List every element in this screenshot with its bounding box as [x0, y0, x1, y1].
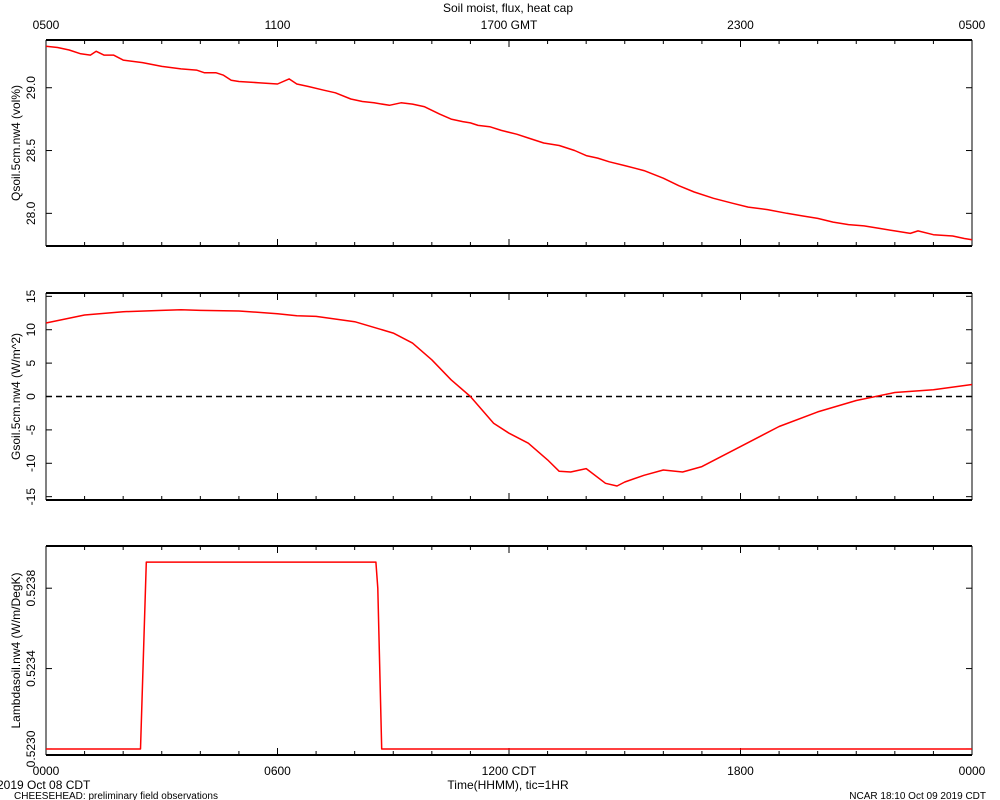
- bottom-tick-label: 0000: [959, 764, 986, 778]
- y-axis-label: Qsoil.5cm.nw4 (vol%): [9, 85, 23, 201]
- series-line: [46, 561, 972, 750]
- bottom-tick-label: 0600: [264, 764, 291, 778]
- top-axis-tick-labels: 0500 1100 1700 GMT 2300 0500: [33, 18, 986, 32]
- y-tick-label: 5: [24, 359, 38, 366]
- top-tick-label: 0500: [959, 18, 986, 32]
- bottom-tick-label: 1800: [727, 764, 754, 778]
- y-tick-label: -10: [24, 454, 38, 472]
- x-axis-label: Time(HHMM), tic=1HR: [447, 778, 569, 792]
- y-tick-label: 28.5: [24, 139, 38, 163]
- y-tick-label: 28.0: [24, 201, 38, 225]
- y-axis-label: Gsoil.5cm.nw4 (W/m^2): [9, 333, 23, 460]
- bottom-tick-label: 1200 CDT: [482, 764, 537, 778]
- y-axis-label: Lambdasoil.nw4 (W/m/DegK): [9, 572, 23, 728]
- y-tick-label: 0.5238: [24, 570, 38, 607]
- chart-panel-2: -15 -10 -5 0 5 10 15 Gsoil.5cm.nw4 (W/m^2): [9, 289, 973, 506]
- footer-left: CHEESEHEAD: preliminary field observatio…: [14, 791, 218, 800]
- bottom-tick-label: 0000: [33, 764, 60, 778]
- y-tick-label: 0.5230: [24, 730, 38, 767]
- y-tick-label: -5: [24, 424, 38, 435]
- chart-title: Soil moist, flux, heat cap: [443, 1, 573, 15]
- bottom-axis-tick-labels: 0000 0600 1200 CDT 1800 0000: [33, 764, 986, 778]
- y-tick-label: 15: [24, 289, 38, 303]
- top-tick-label: 0500: [33, 18, 60, 32]
- y-tick-label: 10: [24, 323, 38, 337]
- y-tick-label: 0: [24, 393, 38, 400]
- y-tick-label: 0.5234: [24, 650, 38, 687]
- y-tick-label: 29.0: [24, 76, 38, 100]
- top-tick-label: 1700 GMT: [481, 18, 538, 32]
- date-label: 2019 Oct 08 CDT: [0, 778, 91, 792]
- top-tick-label: 1100: [265, 18, 291, 32]
- footer-right: NCAR 18:10 Oct 09 2019 CDT: [849, 791, 986, 800]
- y-tick-label: -15: [24, 488, 38, 506]
- series-line: [45, 308, 973, 487]
- series-line: [45, 45, 973, 241]
- top-tick-label: 2300: [727, 18, 754, 32]
